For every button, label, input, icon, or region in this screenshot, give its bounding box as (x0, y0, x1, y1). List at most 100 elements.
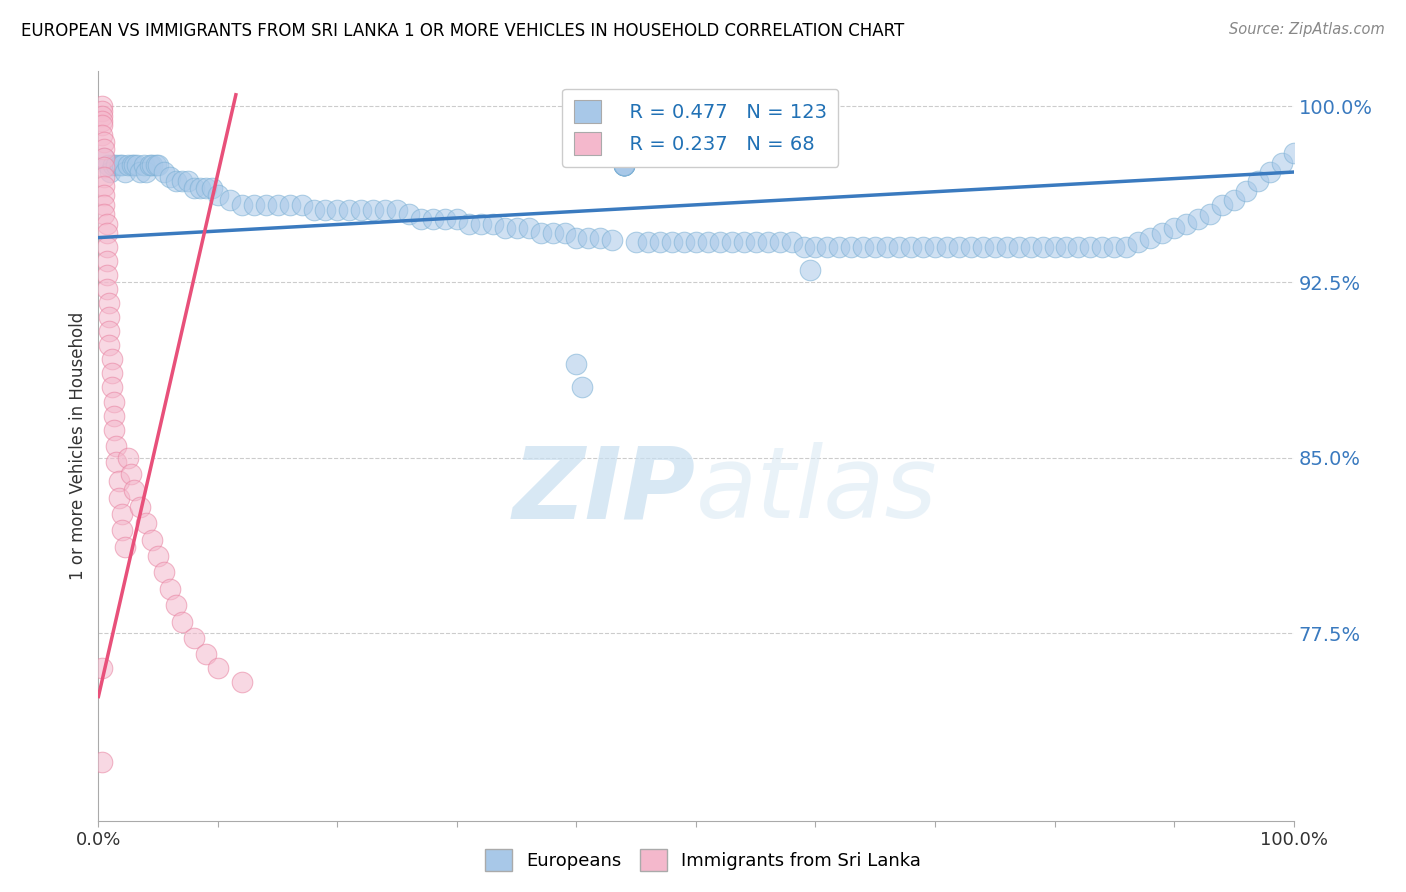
Point (145, 158, 167, 172)
Point (1163, 221, 1185, 235)
Point (458, 217, 481, 231)
Point (148, 549, 170, 563)
Legend: Europeans, Immigrants from Sri Lanka: Europeans, Immigrants from Sri Lanka (478, 842, 928, 879)
Text: Source: ZipAtlas.com: Source: ZipAtlas.com (1229, 22, 1385, 37)
Point (107, 491, 129, 505)
Point (541, 226, 564, 240)
Point (172, 615, 194, 629)
Point (141, 533, 163, 547)
Point (93, 161, 115, 175)
Point (135, 165, 157, 179)
Point (93, 151, 115, 165)
Point (1008, 240, 1031, 254)
Point (195, 648, 218, 662)
Point (98, 310, 121, 325)
Point (1056, 240, 1078, 254)
Point (108, 158, 131, 172)
Point (96, 268, 118, 282)
Point (103, 423, 125, 437)
Point (111, 507, 134, 521)
Point (98, 338, 121, 352)
Point (207, 661, 229, 675)
Point (153, 165, 176, 179)
Point (865, 240, 887, 254)
Point (91, 661, 114, 675)
Point (815, 240, 838, 254)
Point (613, 158, 636, 172)
Point (1175, 217, 1198, 231)
Point (1043, 240, 1066, 254)
Point (114, 165, 136, 179)
Point (243, 198, 266, 212)
Point (339, 202, 361, 217)
Point (117, 158, 139, 172)
Point (984, 240, 1007, 254)
Point (91, 128, 114, 142)
Point (93, 151, 115, 165)
Point (411, 211, 433, 226)
Point (326, 202, 349, 217)
Point (637, 235, 659, 250)
Point (91, 104, 114, 119)
Point (93, 169, 115, 184)
Point (302, 202, 325, 217)
Point (105, 439, 128, 453)
Point (1247, 174, 1270, 188)
Point (565, 230, 588, 244)
Point (470, 217, 492, 231)
Point (363, 202, 385, 217)
Point (613, 158, 636, 172)
Point (530, 226, 553, 240)
Point (315, 202, 337, 217)
Point (554, 226, 576, 240)
Point (1187, 211, 1209, 226)
Point (1211, 198, 1233, 212)
Point (398, 207, 420, 221)
Point (93, 142, 115, 156)
Point (1128, 235, 1150, 250)
Point (254, 198, 277, 212)
Point (697, 235, 720, 250)
Point (219, 193, 242, 207)
Point (96, 226, 118, 240)
Point (124, 483, 146, 498)
Point (936, 240, 959, 254)
Point (446, 211, 468, 226)
Point (159, 169, 181, 184)
Point (1139, 230, 1161, 244)
Point (422, 211, 444, 226)
Point (132, 158, 155, 172)
Point (291, 198, 314, 212)
Point (1019, 240, 1042, 254)
Point (96, 217, 118, 231)
Point (100, 352, 122, 367)
Point (278, 198, 301, 212)
Point (1199, 207, 1222, 221)
Text: EUROPEAN VS IMMIGRANTS FROM SRI LANKA 1 OR MORE VEHICLES IN HOUSEHOLD CORRELATIO: EUROPEAN VS IMMIGRANTS FROM SRI LANKA 1 … (21, 22, 904, 40)
Point (745, 235, 768, 250)
Point (93, 188, 115, 202)
Point (565, 357, 588, 371)
Point (804, 240, 827, 254)
Point (125, 158, 148, 172)
Point (121, 158, 143, 172)
Point (517, 221, 540, 235)
Y-axis label: 1 or more Vehicles in Household: 1 or more Vehicles in Household (69, 312, 87, 580)
Point (685, 235, 707, 250)
Point (159, 582, 181, 596)
Point (101, 158, 124, 172)
Point (177, 174, 200, 188)
Point (105, 455, 128, 469)
Point (768, 235, 790, 250)
Point (111, 523, 134, 537)
Point (613, 158, 636, 172)
Point (799, 263, 821, 277)
Legend:   R = 0.477   N = 123,   R = 0.237   N = 68: R = 0.477 N = 123, R = 0.237 N = 68 (562, 88, 838, 167)
Point (183, 181, 205, 195)
Point (93, 198, 115, 212)
Point (1271, 155, 1294, 169)
Point (648, 235, 672, 250)
Point (1115, 240, 1137, 254)
Point (889, 240, 911, 254)
Point (709, 235, 731, 250)
